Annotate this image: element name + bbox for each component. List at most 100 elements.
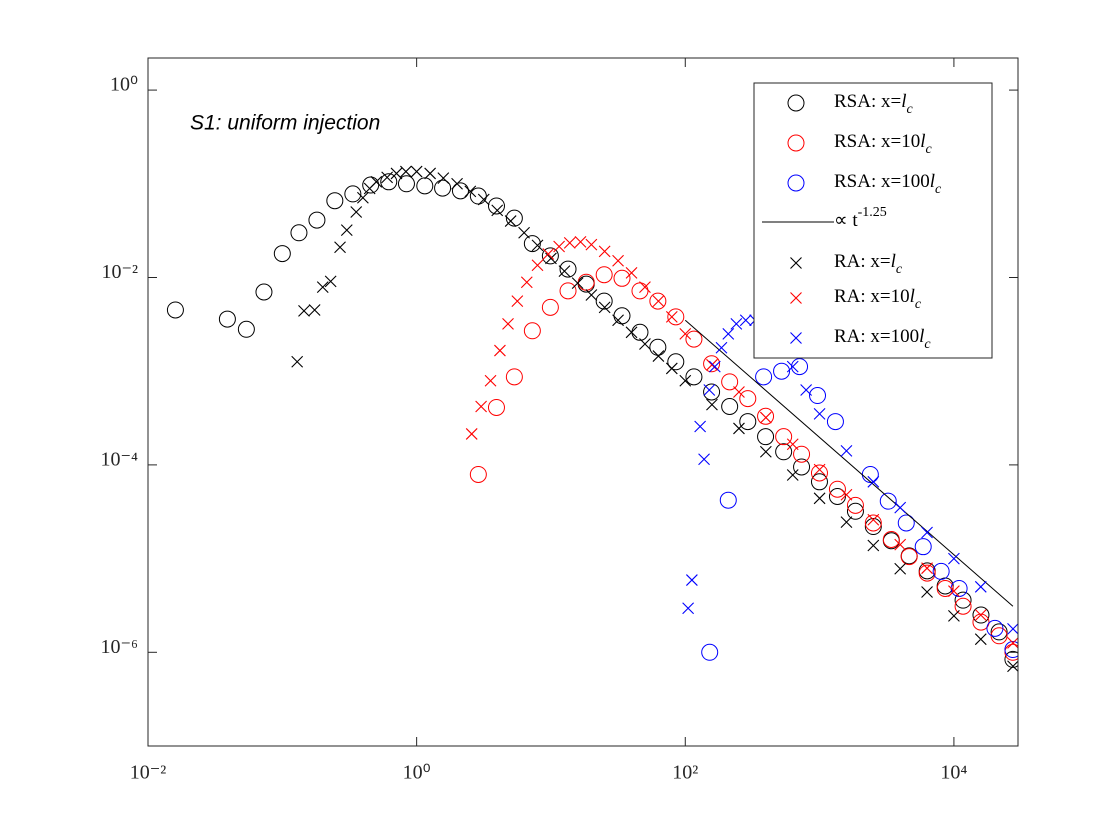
- x-tick-label: 10⁰: [403, 762, 431, 784]
- legend-label: RA: x=lc: [834, 251, 903, 277]
- cross-marker: [625, 266, 638, 279]
- cross-marker: [722, 328, 735, 340]
- cross-marker: [948, 552, 960, 565]
- cross-marker: [316, 281, 329, 293]
- circle-marker: [810, 473, 828, 491]
- circle-marker: [828, 480, 846, 498]
- cross-marker: [585, 289, 598, 301]
- circle-marker: [932, 562, 950, 580]
- cross-marker: [410, 165, 423, 178]
- circle-marker: [505, 209, 523, 227]
- y-tick-label: 10⁰: [110, 74, 138, 96]
- cross-marker: [948, 609, 960, 622]
- cross-marker: [786, 469, 799, 481]
- circle-marker: [755, 368, 773, 386]
- cross-marker: [921, 586, 933, 598]
- cross-marker: [334, 241, 346, 254]
- cross-marker: [571, 277, 584, 290]
- cross-marker: [291, 355, 304, 368]
- circle-marker: [505, 368, 523, 386]
- circle-marker: [326, 192, 344, 210]
- cross-marker: [504, 215, 517, 227]
- circle-marker: [649, 292, 667, 310]
- cross-marker: [639, 281, 651, 293]
- cross-marker: [708, 360, 721, 373]
- circle-marker: [954, 591, 972, 609]
- cross-marker: [840, 445, 853, 457]
- cross-marker: [612, 254, 624, 267]
- circle-marker: [397, 175, 415, 193]
- cross-marker: [491, 204, 504, 217]
- circle-marker: [879, 492, 897, 510]
- cross-marker: [698, 453, 710, 466]
- cross-marker: [786, 360, 799, 373]
- cross-marker: [921, 562, 933, 575]
- cross-marker: [786, 438, 799, 451]
- cross-marker: [585, 238, 598, 251]
- circle-marker: [846, 502, 864, 520]
- cross-marker: [553, 240, 565, 253]
- cross-marker: [679, 374, 692, 387]
- circle-marker: [739, 413, 757, 431]
- legend-label: RA: x=100lc: [834, 326, 931, 352]
- cross-marker: [494, 344, 506, 357]
- cross-marker: [665, 362, 678, 375]
- circle-marker: [900, 548, 918, 566]
- circle-marker: [703, 355, 721, 373]
- legend-label: RA: x=10lc: [834, 286, 922, 312]
- cross-marker: [502, 317, 514, 330]
- cross-marker: [484, 374, 497, 387]
- circle-marker: [380, 173, 398, 191]
- cross-marker: [739, 314, 752, 327]
- cross-marker: [1007, 660, 1018, 673]
- cross-marker: [948, 585, 960, 597]
- cross-marker: [840, 488, 853, 501]
- circle-marker: [990, 623, 1008, 641]
- cross-marker: [308, 304, 321, 316]
- y-tick-label: 10⁻²: [101, 261, 138, 283]
- circle-marker: [809, 387, 827, 405]
- legend-marker: [790, 257, 802, 269]
- cross-marker: [370, 175, 383, 188]
- cross-marker: [400, 165, 412, 178]
- circle-marker: [703, 383, 721, 401]
- y-tick-label: 10⁻⁴: [100, 448, 138, 470]
- x-tick-label: 10⁻²: [130, 762, 167, 784]
- cross-marker: [894, 501, 907, 514]
- circle-marker: [793, 458, 811, 476]
- cross-marker: [894, 538, 907, 551]
- cross-marker: [715, 341, 728, 354]
- cross-marker: [574, 235, 587, 248]
- circle-marker: [864, 514, 882, 532]
- cross-marker: [706, 398, 718, 411]
- circle-marker: [793, 445, 811, 463]
- cross-marker: [685, 574, 698, 586]
- circle-marker: [826, 413, 844, 431]
- cross-marker: [759, 445, 772, 458]
- legend-marker: [787, 134, 805, 152]
- circle-marker: [613, 269, 631, 287]
- circle-marker: [362, 176, 380, 194]
- axes: 10⁻² 10⁰ 10² 10⁴ 10⁻⁶ 10⁻⁴ 10⁻² 10⁰: [100, 58, 1018, 784]
- circle-marker: [918, 564, 936, 582]
- cross-marker: [598, 301, 611, 314]
- legend-label: RSA: x=lc: [834, 91, 914, 117]
- circle-marker: [1004, 641, 1018, 659]
- cross-marker: [867, 475, 880, 488]
- circle-marker: [523, 322, 541, 340]
- circle-marker: [541, 298, 559, 316]
- circle-marker: [936, 579, 954, 597]
- cross-marker: [813, 463, 826, 476]
- cross-marker: [921, 526, 933, 539]
- annotation: S1: uniform injection: [190, 112, 380, 135]
- circle-marker: [791, 358, 809, 376]
- legend-label: RSA: x=10lc: [834, 131, 933, 157]
- circle-marker: [685, 330, 703, 348]
- cross-marker: [665, 310, 678, 323]
- cross-marker: [894, 562, 907, 575]
- legend-label: RSA: x=100lc: [834, 171, 942, 197]
- axes-box: [147, 57, 1019, 747]
- legend-marker: [790, 292, 802, 304]
- circle-marker: [773, 362, 791, 380]
